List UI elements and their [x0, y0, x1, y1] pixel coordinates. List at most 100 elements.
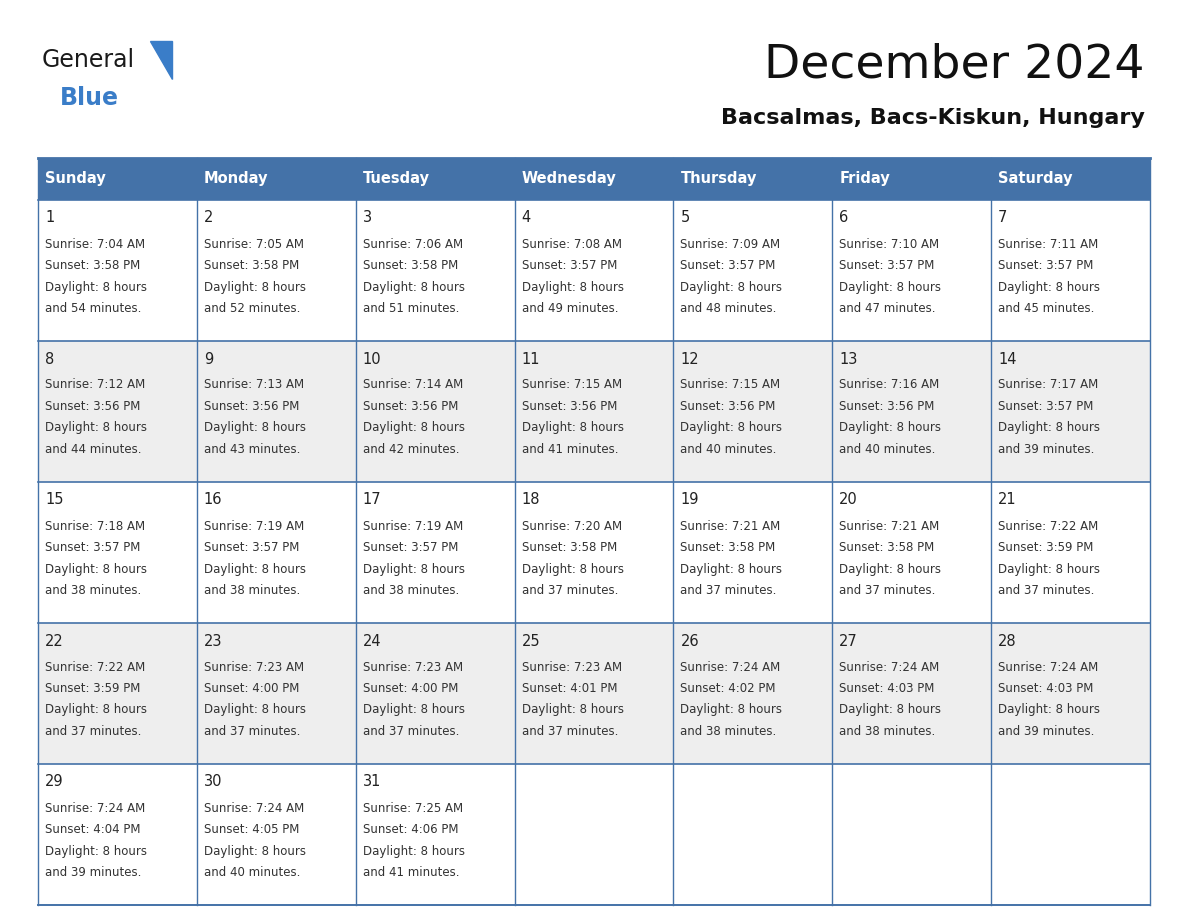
Text: 29: 29 [45, 775, 64, 789]
Text: and 37 minutes.: and 37 minutes. [681, 584, 777, 597]
Text: Sunset: 3:58 PM: Sunset: 3:58 PM [522, 541, 617, 554]
Text: Tuesday: Tuesday [362, 172, 430, 186]
Text: Daylight: 8 hours: Daylight: 8 hours [839, 703, 941, 717]
Bar [38, 623, 1150, 764]
Text: Sunrise: 7:10 AM: Sunrise: 7:10 AM [839, 238, 940, 251]
Bar [38, 341, 1150, 482]
Bar [991, 158, 1150, 200]
Text: December 2024: December 2024 [765, 42, 1145, 87]
Text: 11: 11 [522, 352, 541, 366]
Text: Daylight: 8 hours: Daylight: 8 hours [204, 421, 305, 434]
Text: Friday: Friday [839, 172, 890, 186]
Text: Sunset: 3:56 PM: Sunset: 3:56 PM [204, 400, 299, 413]
Text: and 48 minutes.: and 48 minutes. [681, 302, 777, 315]
Text: Monday: Monday [204, 172, 268, 186]
Text: Daylight: 8 hours: Daylight: 8 hours [45, 563, 147, 576]
Text: and 37 minutes.: and 37 minutes. [839, 584, 936, 597]
Text: and 37 minutes.: and 37 minutes. [204, 725, 301, 738]
Text: Sunset: 3:57 PM: Sunset: 3:57 PM [204, 541, 299, 554]
Text: Sunset: 4:01 PM: Sunset: 4:01 PM [522, 682, 617, 695]
Text: Sunrise: 7:24 AM: Sunrise: 7:24 AM [998, 660, 1099, 674]
Text: and 39 minutes.: and 39 minutes. [998, 725, 1094, 738]
Text: Daylight: 8 hours: Daylight: 8 hours [998, 563, 1100, 576]
Text: Daylight: 8 hours: Daylight: 8 hours [522, 421, 624, 434]
Text: 31: 31 [362, 775, 381, 789]
Text: Wednesday: Wednesday [522, 172, 617, 186]
Text: Sunset: 3:57 PM: Sunset: 3:57 PM [522, 259, 617, 272]
Bar [38, 482, 1150, 623]
Text: Sunrise: 7:12 AM: Sunrise: 7:12 AM [45, 378, 145, 391]
Text: and 49 minutes.: and 49 minutes. [522, 302, 618, 315]
Text: Daylight: 8 hours: Daylight: 8 hours [204, 703, 305, 717]
Text: Sunrise: 7:11 AM: Sunrise: 7:11 AM [998, 238, 1099, 251]
Text: Sunset: 3:58 PM: Sunset: 3:58 PM [204, 259, 299, 272]
Bar [38, 764, 1150, 905]
Text: Daylight: 8 hours: Daylight: 8 hours [204, 281, 305, 294]
Text: Blue: Blue [61, 86, 119, 110]
Text: Daylight: 8 hours: Daylight: 8 hours [362, 845, 465, 857]
Text: Sunrise: 7:23 AM: Sunrise: 7:23 AM [204, 660, 304, 674]
Text: Sunrise: 7:08 AM: Sunrise: 7:08 AM [522, 238, 621, 251]
Text: Daylight: 8 hours: Daylight: 8 hours [522, 703, 624, 717]
Text: Sunrise: 7:24 AM: Sunrise: 7:24 AM [45, 801, 145, 814]
Text: 5: 5 [681, 210, 690, 226]
Text: Sunset: 4:02 PM: Sunset: 4:02 PM [681, 682, 776, 695]
Text: Daylight: 8 hours: Daylight: 8 hours [839, 563, 941, 576]
Text: Sunset: 3:57 PM: Sunset: 3:57 PM [839, 259, 935, 272]
Text: 15: 15 [45, 492, 63, 508]
Text: and 39 minutes.: and 39 minutes. [45, 866, 141, 879]
Text: Sunset: 3:58 PM: Sunset: 3:58 PM [45, 259, 140, 272]
Text: Sunset: 3:58 PM: Sunset: 3:58 PM [362, 259, 457, 272]
Text: Daylight: 8 hours: Daylight: 8 hours [998, 421, 1100, 434]
Text: Thursday: Thursday [681, 172, 757, 186]
Text: 17: 17 [362, 492, 381, 508]
Text: Sunrise: 7:20 AM: Sunrise: 7:20 AM [522, 520, 621, 532]
Text: 3: 3 [362, 210, 372, 226]
Text: 16: 16 [204, 492, 222, 508]
Text: 10: 10 [362, 352, 381, 366]
Text: Sunrise: 7:04 AM: Sunrise: 7:04 AM [45, 238, 145, 251]
Text: Sunrise: 7:21 AM: Sunrise: 7:21 AM [681, 520, 781, 532]
Text: Daylight: 8 hours: Daylight: 8 hours [681, 563, 783, 576]
Text: Sunset: 3:57 PM: Sunset: 3:57 PM [998, 259, 1093, 272]
Text: 12: 12 [681, 352, 699, 366]
Text: Sunset: 3:56 PM: Sunset: 3:56 PM [362, 400, 459, 413]
Text: and 38 minutes.: and 38 minutes. [839, 725, 935, 738]
Text: Daylight: 8 hours: Daylight: 8 hours [362, 563, 465, 576]
Text: and 38 minutes.: and 38 minutes. [362, 584, 459, 597]
Text: Sunrise: 7:23 AM: Sunrise: 7:23 AM [362, 660, 463, 674]
Text: Sunset: 3:58 PM: Sunset: 3:58 PM [681, 541, 776, 554]
Text: Sunset: 4:04 PM: Sunset: 4:04 PM [45, 823, 140, 836]
Text: Sunset: 3:56 PM: Sunset: 3:56 PM [45, 400, 140, 413]
Text: Daylight: 8 hours: Daylight: 8 hours [45, 421, 147, 434]
Text: Sunrise: 7:24 AM: Sunrise: 7:24 AM [681, 660, 781, 674]
Text: Sunrise: 7:16 AM: Sunrise: 7:16 AM [839, 378, 940, 391]
Text: 19: 19 [681, 492, 699, 508]
Text: and 37 minutes.: and 37 minutes. [362, 725, 459, 738]
Text: Sunset: 3:56 PM: Sunset: 3:56 PM [681, 400, 776, 413]
Text: Sunrise: 7:24 AM: Sunrise: 7:24 AM [839, 660, 940, 674]
Text: and 42 minutes.: and 42 minutes. [362, 443, 460, 456]
Text: and 37 minutes.: and 37 minutes. [45, 725, 141, 738]
Text: Sunset: 3:59 PM: Sunset: 3:59 PM [45, 682, 140, 695]
Bar [197, 158, 355, 200]
Text: and 44 minutes.: and 44 minutes. [45, 443, 141, 456]
Text: General: General [42, 48, 135, 72]
Text: and 45 minutes.: and 45 minutes. [998, 302, 1094, 315]
Text: Sunrise: 7:13 AM: Sunrise: 7:13 AM [204, 378, 304, 391]
Text: and 38 minutes.: and 38 minutes. [681, 725, 777, 738]
Text: Sunset: 4:00 PM: Sunset: 4:00 PM [362, 682, 459, 695]
Text: Daylight: 8 hours: Daylight: 8 hours [522, 281, 624, 294]
Text: Sunrise: 7:14 AM: Sunrise: 7:14 AM [362, 378, 463, 391]
Text: Daylight: 8 hours: Daylight: 8 hours [45, 281, 147, 294]
Text: Sunrise: 7:06 AM: Sunrise: 7:06 AM [362, 238, 463, 251]
Text: Sunrise: 7:15 AM: Sunrise: 7:15 AM [522, 378, 621, 391]
Text: Sunrise: 7:19 AM: Sunrise: 7:19 AM [362, 520, 463, 532]
Text: Sunrise: 7:18 AM: Sunrise: 7:18 AM [45, 520, 145, 532]
Text: Daylight: 8 hours: Daylight: 8 hours [362, 421, 465, 434]
Text: 22: 22 [45, 633, 64, 648]
Text: Sunrise: 7:09 AM: Sunrise: 7:09 AM [681, 238, 781, 251]
Text: 30: 30 [204, 775, 222, 789]
Text: Sunset: 4:03 PM: Sunset: 4:03 PM [998, 682, 1093, 695]
Text: Sunset: 4:05 PM: Sunset: 4:05 PM [204, 823, 299, 836]
